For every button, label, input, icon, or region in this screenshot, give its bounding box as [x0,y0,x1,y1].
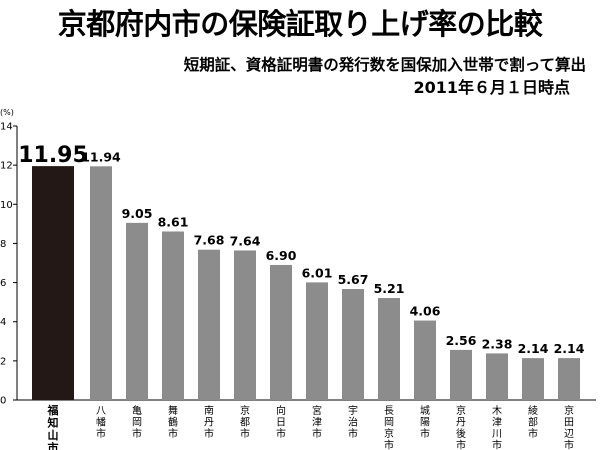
bar [270,264,292,400]
category-label: 岡 [132,417,142,429]
category-label: 山 [48,428,59,442]
bar [32,166,74,400]
value-label: 7.68 [194,233,225,248]
value-label: 11.95 [18,143,88,168]
category-label: 市 [420,427,430,440]
y-tick-label: 14 [0,122,13,133]
bar [342,289,364,400]
value-label: 6.01 [302,265,333,280]
category-label: 市 [168,427,178,440]
bar [450,349,472,400]
category-label: 市 [384,439,394,450]
bar [198,249,220,400]
category-label: 長 [384,405,394,417]
bar [234,250,256,400]
value-label: 6.90 [266,248,297,263]
category-label: 津 [312,417,322,429]
y-tick-label: 12 [0,161,13,172]
category-label: 丹 [204,417,214,429]
category-labels-group: 福知山市八幡市亀岡市舞鶴市南丹市京都市向日市宮津市宇治市長岡京市城陽市京丹後市木… [47,403,575,450]
bars-group [32,166,580,400]
value-label: 2.14 [554,341,585,356]
y-tick-label: 4 [0,317,6,328]
bar [522,358,544,400]
y-tick-label: 6 [0,278,6,289]
category-label: 市 [456,439,466,450]
bar [162,231,184,400]
category-label: 市 [492,439,502,450]
value-label: 8.61 [158,214,189,229]
category-label: 京 [240,404,250,417]
category-label: 木 [492,405,502,417]
category-label: 市 [204,427,214,440]
category-label: 陽 [420,417,430,429]
category-label: 市 [48,441,59,450]
category-label: 宇 [348,404,358,417]
category-label: 辺 [564,428,574,440]
value-label: 9.05 [122,206,153,221]
value-label: 5.21 [374,281,405,296]
category-label: 田 [564,418,574,429]
category-label: 治 [348,416,358,429]
category-label: 幡 [96,416,106,429]
category-label: 市 [240,427,250,440]
category-label: 日 [276,418,286,429]
chart-date-note: 2011年６月１日時点 [413,78,570,97]
category-label: 城 [420,405,430,417]
category-label: 福 [47,403,59,417]
y-tick-label: 8 [0,239,6,250]
category-label: 市 [312,427,322,440]
category-label: 津 [492,417,502,429]
category-label: 京 [564,404,574,417]
bar [90,166,112,400]
value-label: 2.56 [446,333,477,348]
category-label: 丹 [456,417,466,429]
category-label: 京 [456,404,466,417]
category-label: 舞 [168,405,178,417]
category-label: 京 [384,427,394,440]
category-label: 都 [240,417,250,429]
category-label: 川 [492,429,502,440]
category-label: 市 [564,439,574,450]
bar [558,358,580,400]
category-label: 岡 [384,417,394,429]
category-label: 鶴 [168,416,178,429]
chart-subtitle: 短期証、資格証明書の発行数を国保加入世帯で割って算出 [183,56,586,74]
value-label: 2.38 [482,336,513,351]
chart-title: 京都府内市の保険証取り上げ率の比較 [57,7,543,41]
bar [414,320,436,400]
y-tick-label: 2 [0,356,6,367]
value-label: 7.64 [230,233,261,248]
y-tick-label: 0 [0,396,6,407]
category-label: 八 [96,406,106,417]
category-label: 南 [204,404,214,417]
category-label: 市 [96,427,106,440]
category-label: 部 [528,416,538,429]
category-label: 宮 [312,404,322,417]
bar [378,298,400,400]
value-label: 4.06 [410,304,441,319]
bar [486,353,508,400]
value-label: 5.67 [338,272,369,287]
category-label: 亀 [132,404,142,417]
bar [306,282,328,400]
category-label: 後 [456,427,466,440]
y-axis-unit-label: (%) [0,108,14,117]
category-label: 市 [132,427,142,440]
y-tick-label: 10 [0,200,13,211]
category-label: 知 [47,416,59,430]
category-label: 市 [348,427,358,440]
bar [126,222,148,400]
category-label: 市 [276,427,286,440]
category-label: 市 [528,427,538,440]
category-label: 綾 [528,404,538,417]
value-label: 11.94 [81,149,121,164]
category-label: 向 [276,404,286,417]
value-label: 2.14 [518,341,549,356]
